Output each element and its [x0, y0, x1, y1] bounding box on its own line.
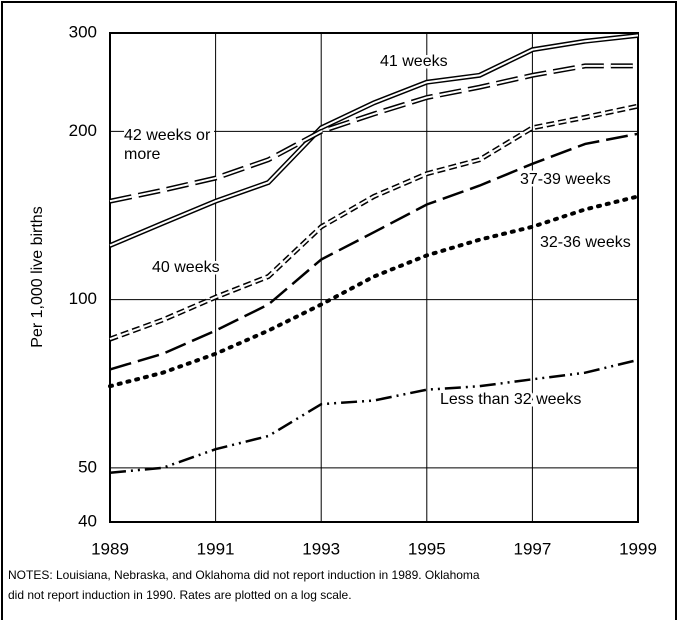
series-label: 37-39 weeks [520, 171, 611, 188]
y-tick-label: 100 [69, 289, 97, 308]
series-line-inner [109, 64, 638, 203]
series-line [108, 194, 640, 389]
x-tick-label: 1993 [302, 539, 340, 558]
series-line-inner [109, 34, 639, 247]
series-label: 41 weeks [380, 53, 448, 70]
series-label: 32-36 weeks [540, 234, 631, 251]
x-tick-label: 1991 [197, 539, 235, 558]
y-tick-label: 40 [78, 511, 97, 530]
series-line [109, 132, 639, 371]
plot-frame [109, 32, 639, 523]
series-label: 40 weeks [152, 259, 220, 276]
y-tick-label: 200 [69, 121, 97, 140]
series-label: Less than 32 weeks [440, 391, 581, 408]
series-label: 42 weeks or more [124, 126, 214, 164]
x-tick-label: 1989 [91, 539, 129, 558]
y-tick-label: 50 [78, 457, 97, 476]
series-line-inner [109, 105, 639, 341]
note: NOTES: Louisiana, Nebraska, and Oklahoma… [8, 568, 480, 582]
series-line [109, 358, 639, 474]
x-tick-label: 1997 [513, 539, 551, 558]
note: did not report induction in 1990. Rates … [8, 588, 352, 602]
x-tick-label: 1999 [619, 539, 657, 558]
x-tick-label: 1995 [408, 539, 446, 558]
y-tick-label: 300 [69, 22, 97, 41]
y-axis-label: Per 1,000 live births [29, 206, 46, 347]
